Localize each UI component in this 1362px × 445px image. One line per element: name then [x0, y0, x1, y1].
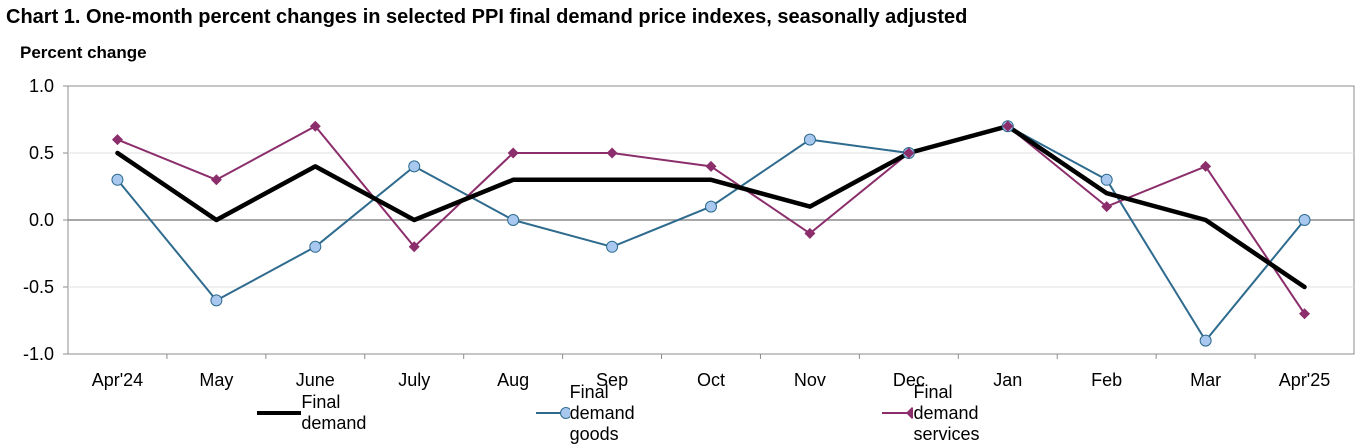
- data-point-goods: [1100, 173, 1113, 186]
- data-point-goods: [309, 240, 322, 253]
- x-tick-label: Jan: [993, 370, 1022, 390]
- legend-swatch-final-demand-services: [882, 407, 914, 419]
- series-line-1: [116, 125, 1306, 342]
- legend-label-final-demand-services: Final demand services: [913, 381, 980, 444]
- x-tick-label: July: [398, 370, 430, 390]
- data-point-goods: [1199, 334, 1212, 347]
- x-tick-label: Oct: [697, 370, 725, 390]
- data-point-services: [1002, 120, 1014, 132]
- x-tick-label: Feb: [1091, 370, 1122, 390]
- data-point-services: [507, 147, 519, 159]
- data-point-goods: [210, 294, 223, 307]
- legend-item-final-demand-services: Final demand services: [882, 382, 1008, 444]
- x-tick-label: Aug: [497, 370, 529, 390]
- x-tick-label: Apr'25: [1279, 370, 1330, 390]
- x-tick-label: Dec: [893, 370, 925, 390]
- legend-label-final-demand-goods: Final demand goods: [569, 381, 635, 444]
- data-point-services: [309, 120, 321, 132]
- series-line-0: [115, 123, 1307, 290]
- data-point-goods: [408, 160, 421, 173]
- data-point-goods: [705, 200, 717, 213]
- y-tick-label: 0.5: [29, 143, 54, 163]
- data-point-services: [804, 227, 816, 239]
- legend-item-final-demand: Final demand: [257, 392, 382, 433]
- legend-swatch-final-demand-goods: [536, 407, 570, 419]
- y-tick-label: 0.0: [29, 210, 54, 230]
- data-point-services: [210, 174, 222, 186]
- data-point-services: [1200, 160, 1212, 172]
- data-point-services: [705, 160, 717, 172]
- legend-item-final-demand-goods: Final demand goods: [536, 382, 661, 444]
- data-point-services: [1101, 201, 1113, 213]
- data-point-goods: [111, 173, 124, 186]
- data-point-services: [111, 134, 123, 146]
- data-point-goods: [507, 214, 520, 226]
- data-point-services: [408, 241, 420, 253]
- x-tick-label: Sep: [596, 370, 628, 390]
- legend-swatch-final-demand: [257, 411, 302, 415]
- data-point-services: [903, 147, 915, 159]
- y-axis-label: Percent change: [20, 43, 147, 62]
- x-tick-label: May: [199, 370, 233, 390]
- data-point-services: [606, 147, 618, 159]
- y-tick-label: -1.0: [23, 344, 54, 364]
- x-tick-label: Nov: [794, 370, 826, 390]
- legend-label-final-demand: Final demand: [301, 392, 367, 433]
- data-point-goods: [606, 240, 619, 253]
- data-point-services: [1299, 308, 1311, 320]
- data-point-goods: [1298, 214, 1311, 226]
- data-point-goods: [803, 133, 816, 146]
- x-tick-label: Apr'24: [92, 370, 143, 390]
- x-tick-label: June: [296, 370, 335, 390]
- chart-title: Chart 1. One-month percent changes in se…: [6, 6, 968, 28]
- x-tick-label: Mar: [1190, 370, 1221, 390]
- y-tick-label: 1.0: [29, 76, 54, 96]
- y-tick-label: -0.5: [23, 277, 54, 297]
